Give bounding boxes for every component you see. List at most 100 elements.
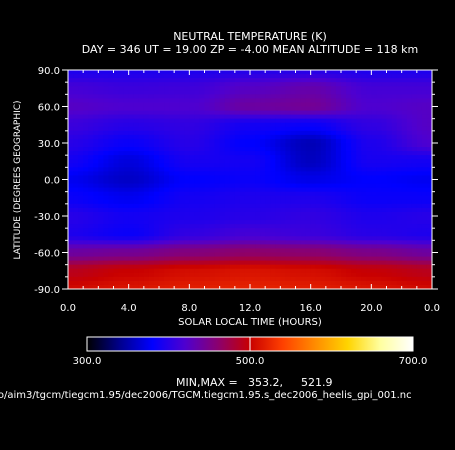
- heatmap-cell: [295, 102, 302, 108]
- heatmap-cell: [406, 147, 413, 152]
- heatmap-cell: [260, 280, 266, 286]
- heatmap-cell: [391, 138, 398, 144]
- heatmap-cell: [285, 126, 292, 132]
- heatmap-cell: [194, 216, 201, 221]
- heatmap-cell: [118, 70, 125, 75]
- heatmap-cell: [234, 147, 241, 152]
- heatmap-cell: [426, 130, 432, 136]
- heatmap-cell: [305, 110, 312, 116]
- heatmap-cell: [214, 272, 221, 278]
- heatmap-cell: [128, 143, 135, 148]
- heatmap-cell: [330, 187, 337, 193]
- heatmap-cell: [426, 98, 432, 104]
- heatmap-cell: [250, 147, 256, 152]
- heatmap-cell: [219, 260, 226, 266]
- heatmap-cell: [305, 118, 312, 124]
- heatmap-cell: [335, 187, 342, 193]
- heatmap-cell: [401, 102, 408, 108]
- heatmap-cell: [219, 147, 226, 152]
- heatmap-cell: [219, 220, 226, 225]
- heatmap-cell: [184, 256, 190, 262]
- heatmap-cell: [73, 232, 79, 237]
- heatmap-cell: [386, 244, 393, 250]
- heatmap-cell: [285, 187, 292, 193]
- heatmap-cell: [239, 175, 246, 181]
- heatmap-cell: [73, 98, 79, 104]
- heatmap-cell: [315, 228, 322, 233]
- heatmap-cell: [108, 163, 115, 168]
- chart-subtitle: DAY = 346 UT = 19.00 ZP = -4.00 MEAN ALT…: [82, 43, 418, 56]
- heatmap-cell: [305, 138, 312, 144]
- heatmap-cell: [260, 240, 266, 245]
- heatmap-cell: [421, 256, 428, 262]
- heatmap-cell: [310, 78, 317, 83]
- heatmap-cell: [315, 244, 322, 250]
- heatmap-cell: [341, 122, 347, 128]
- heatmap-cell: [381, 134, 388, 140]
- heatmap-cell: [239, 232, 246, 237]
- heatmap-cell: [300, 74, 307, 79]
- heatmap-cell: [361, 143, 367, 148]
- heatmap-cell: [118, 130, 125, 136]
- heatmap-cell: [285, 264, 292, 270]
- heatmap-cell: [250, 98, 256, 104]
- heatmap-cell: [386, 98, 393, 104]
- heatmap-cell: [219, 240, 226, 245]
- heatmap-cell: [361, 130, 367, 136]
- heatmap-cell: [103, 216, 110, 221]
- heatmap-cell: [320, 244, 327, 250]
- heatmap-cell: [416, 74, 423, 79]
- heatmap-cell: [330, 183, 337, 189]
- heatmap-cell: [123, 134, 130, 140]
- heatmap-cell: [88, 110, 94, 116]
- heatmap-cell: [290, 118, 297, 124]
- heatmap-cell: [83, 272, 89, 278]
- heatmap-cell: [169, 102, 175, 108]
- heatmap-cell: [113, 110, 120, 116]
- heatmap-cell: [280, 207, 286, 213]
- heatmap-cell: [143, 207, 150, 213]
- heatmap-cell: [325, 252, 332, 258]
- heatmap-cell: [280, 280, 286, 286]
- heatmap-cell: [411, 110, 418, 116]
- heatmap-cell: [346, 86, 352, 91]
- heatmap-cell: [219, 280, 226, 286]
- heatmap-cell: [376, 187, 383, 193]
- heatmap-cell: [356, 264, 362, 270]
- heatmap-cell: [270, 284, 276, 289]
- heatmap-cell: [260, 147, 266, 152]
- heatmap-cell: [275, 90, 281, 95]
- heatmap-cell: [179, 151, 185, 156]
- heatmap-cell: [219, 70, 226, 75]
- heatmap-cell: [78, 130, 84, 136]
- heatmap-cell: [391, 102, 398, 108]
- heatmap-cell: [88, 280, 94, 286]
- heatmap-cell: [376, 147, 383, 152]
- heatmap-cell: [361, 207, 367, 213]
- heatmap-cell: [366, 167, 372, 172]
- heatmap-cell: [143, 134, 150, 140]
- heatmap-cell: [118, 167, 125, 172]
- heatmap-cell: [346, 179, 352, 185]
- heatmap-cell: [73, 82, 79, 87]
- heatmap-cell: [391, 252, 398, 258]
- heatmap-cell: [320, 191, 327, 197]
- heatmap-cell: [346, 134, 352, 140]
- heatmap-cell: [391, 147, 398, 152]
- heatmap-cell: [179, 159, 185, 164]
- heatmap-cell: [103, 86, 110, 91]
- heatmap-cell: [300, 183, 307, 189]
- heatmap-cell: [204, 203, 211, 209]
- heatmap-cell: [204, 195, 211, 201]
- heatmap-cell: [164, 70, 170, 75]
- heatmap-cell: [310, 268, 317, 274]
- heatmap-cell: [83, 232, 89, 237]
- heatmap-cell: [275, 220, 281, 225]
- heatmap-cell: [98, 284, 104, 289]
- heatmap-cell: [310, 147, 317, 152]
- heatmap-cell: [265, 171, 271, 177]
- heatmap-cell: [426, 248, 432, 254]
- heatmap-cell: [184, 86, 190, 91]
- heatmap-cell: [285, 232, 292, 237]
- heatmap-cell: [421, 138, 428, 144]
